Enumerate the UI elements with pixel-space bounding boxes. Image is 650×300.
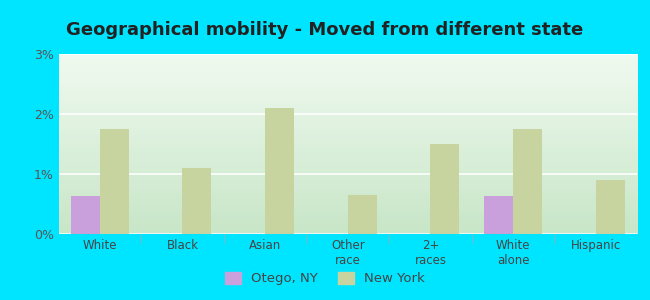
- Bar: [513, 129, 542, 234]
- Bar: [595, 180, 625, 234]
- Bar: [265, 108, 294, 234]
- Bar: [348, 195, 377, 234]
- Bar: [71, 196, 100, 234]
- Bar: [430, 144, 460, 234]
- Bar: [183, 168, 211, 234]
- Text: Geographical mobility - Moved from different state: Geographical mobility - Moved from diffe…: [66, 21, 584, 39]
- Legend: Otego, NY, New York: Otego, NY, New York: [220, 266, 430, 290]
- Bar: [100, 129, 129, 234]
- Bar: [484, 196, 513, 234]
